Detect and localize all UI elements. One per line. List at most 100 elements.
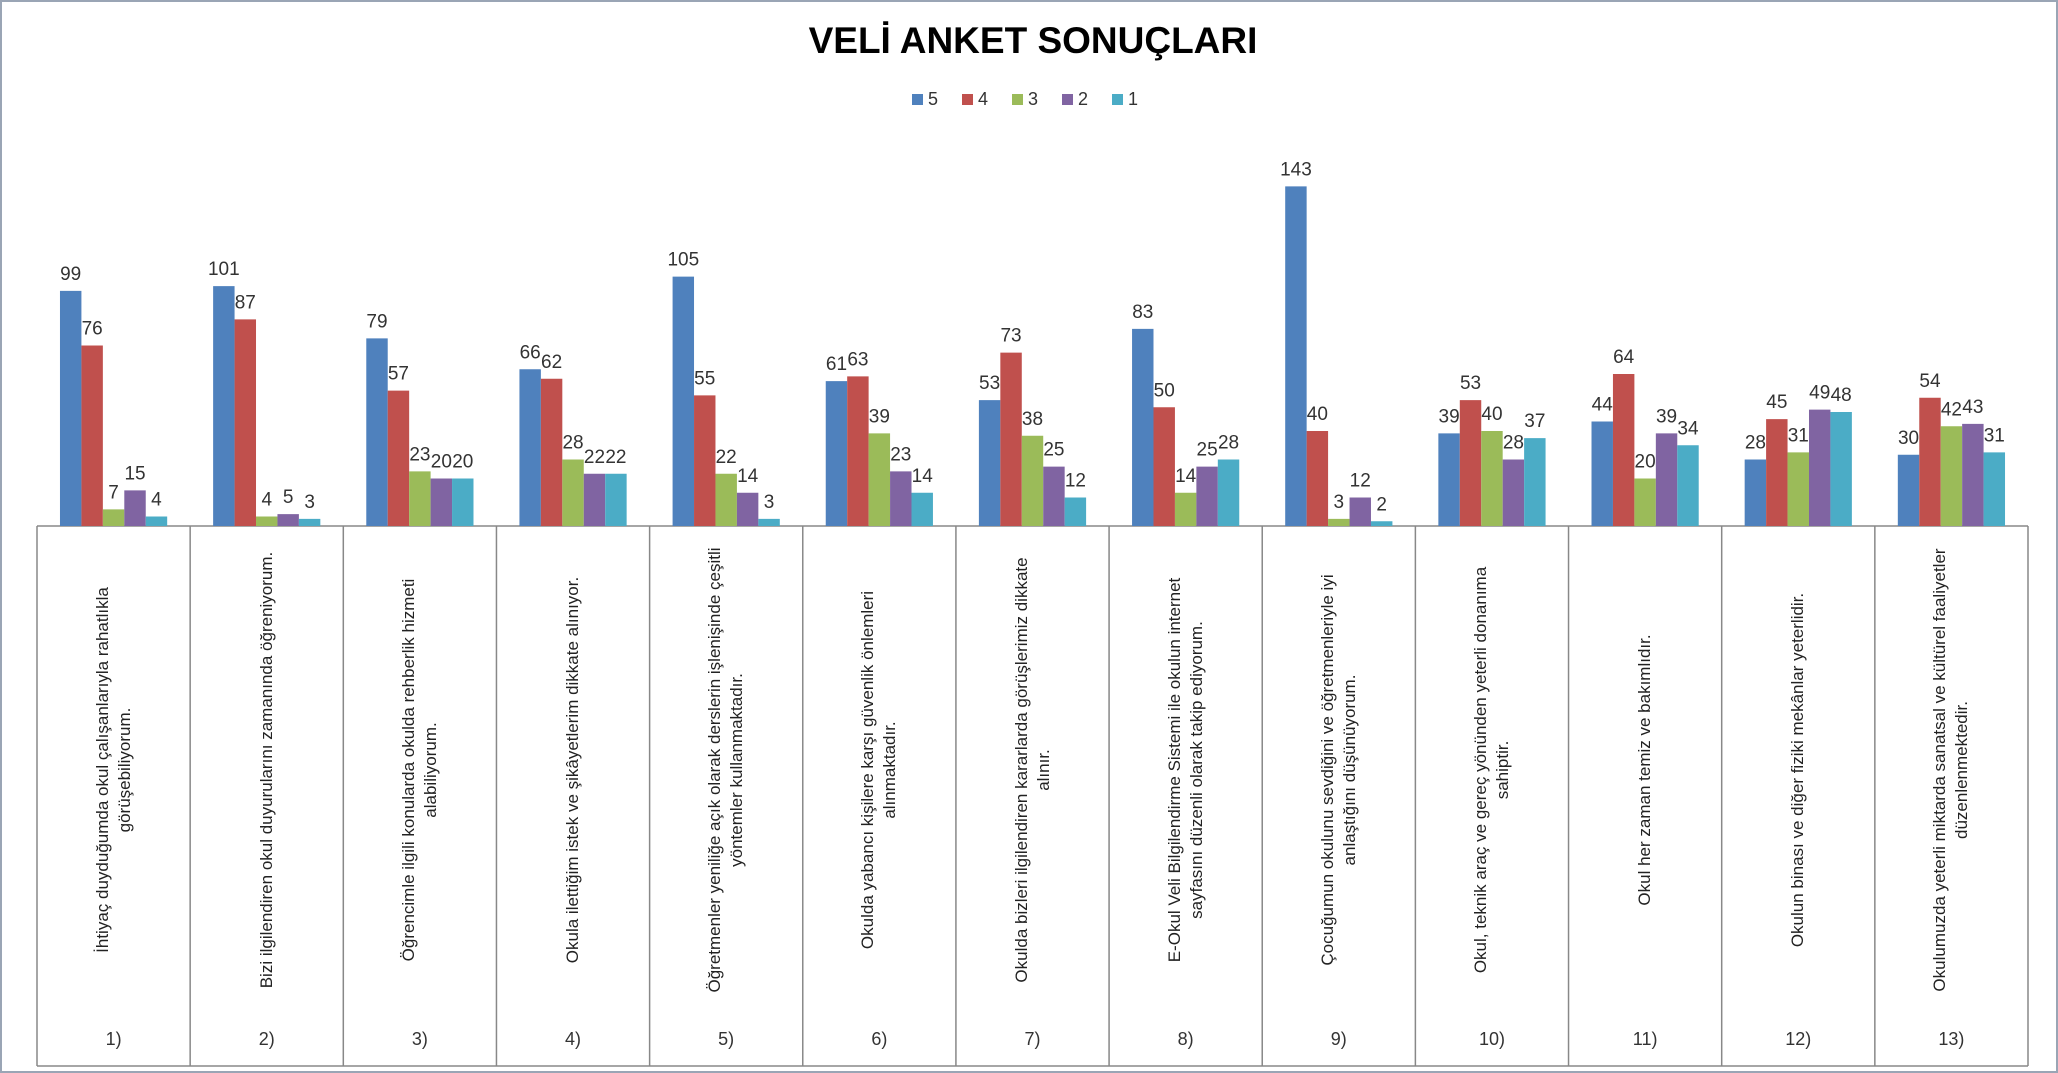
bar — [1328, 518, 1350, 526]
bar — [1438, 433, 1460, 526]
data-label: 28 — [1745, 433, 1766, 454]
category-label: Çocuğumun okulunu sevdiğini ve öğretmenl… — [1317, 574, 1359, 966]
category-label: Bizi ilgilendiren okul duyurularını zama… — [256, 551, 276, 989]
bar — [911, 492, 933, 526]
bar — [715, 473, 737, 526]
bar — [978, 400, 1001, 526]
legend-swatch — [1062, 94, 1073, 105]
data-label: 4 — [261, 490, 272, 511]
bar — [1808, 409, 1831, 526]
bar — [1285, 186, 1307, 526]
data-label: 31 — [1984, 425, 2005, 446]
data-label: 12 — [1350, 471, 1371, 492]
bar — [1983, 452, 2006, 526]
category-label: E-Okul Veli Bilgilendirme Sistemi ile ok… — [1164, 577, 1206, 963]
bar — [298, 518, 321, 526]
bar — [1132, 328, 1154, 526]
data-label: 39 — [1656, 406, 1677, 427]
data-label: 23 — [409, 444, 430, 465]
data-label: 48 — [1831, 385, 1852, 406]
bar — [452, 478, 474, 526]
data-label: 101 — [208, 259, 240, 280]
bar — [1897, 454, 1920, 526]
data-label: 14 — [912, 466, 934, 487]
bar — [562, 459, 584, 526]
legend-label: 4 — [978, 89, 988, 109]
category-number: 2) — [259, 1029, 275, 1049]
data-label: 25 — [1043, 440, 1064, 461]
bar — [1787, 452, 1809, 526]
bar — [102, 509, 125, 526]
data-label: 14 — [737, 466, 759, 487]
bar — [583, 473, 606, 526]
bar — [59, 290, 82, 526]
category-number: 7) — [1024, 1029, 1040, 1049]
data-label: 5 — [283, 487, 294, 508]
data-label: 87 — [235, 292, 256, 313]
data-label: 30 — [1898, 428, 1919, 449]
bar — [694, 395, 716, 526]
bar — [430, 478, 453, 526]
data-label: 105 — [667, 250, 699, 271]
legend-label: 1 — [1128, 89, 1138, 109]
bar — [124, 490, 146, 526]
bar — [277, 514, 299, 526]
bar — [1481, 431, 1503, 526]
data-label: 55 — [694, 368, 715, 389]
bar — [540, 378, 563, 526]
category-label: İhtiyaç duyduğumda okul çalışanlarıyla r… — [92, 587, 134, 953]
bar — [1655, 433, 1678, 526]
data-label: 3 — [764, 492, 775, 513]
category-label: Okulda bizleri ilgilendiren kararlarda g… — [1011, 557, 1053, 983]
bar — [1744, 459, 1767, 526]
data-label: 20 — [431, 452, 452, 473]
chart-title: VELİ ANKET SONUÇLARI — [809, 20, 1258, 61]
bar — [868, 433, 891, 526]
category-label: Okul her zaman temiz ve bakımlıdır. — [1635, 634, 1655, 906]
bar — [890, 471, 912, 526]
bar — [1591, 421, 1613, 526]
category-number: 11) — [1633, 1029, 1658, 1049]
data-label: 66 — [520, 342, 541, 363]
data-label: 42 — [1941, 399, 1962, 420]
category-label: Okulun binası ve diğer fiziki mekânlar y… — [1788, 592, 1808, 948]
data-label: 28 — [1218, 433, 1239, 454]
bar — [1217, 459, 1240, 526]
category-number: 8) — [1178, 1029, 1194, 1049]
data-label: 22 — [584, 447, 605, 468]
bar — [1524, 438, 1546, 526]
bar — [1766, 419, 1788, 526]
bar — [672, 276, 695, 526]
data-label: 53 — [1460, 373, 1481, 394]
bar — [1634, 478, 1656, 526]
bar — [1459, 400, 1482, 526]
bar — [256, 516, 278, 526]
data-label: 79 — [366, 311, 387, 332]
category-label: Okulumuzda yeterli miktarda sanatsal ve … — [1930, 548, 1972, 992]
data-label: 31 — [1788, 425, 1809, 446]
data-label: 4 — [151, 490, 162, 511]
data-label: 62 — [541, 352, 562, 373]
data-label: 49 — [1809, 383, 1830, 404]
bar — [1502, 459, 1525, 526]
legend-swatch — [1012, 94, 1023, 105]
bar — [605, 473, 627, 526]
bar — [387, 390, 410, 526]
data-label: 2 — [1376, 494, 1387, 515]
legend-swatch — [1112, 94, 1123, 105]
data-label: 61 — [826, 354, 847, 375]
data-label: 99 — [60, 264, 81, 285]
data-label: 54 — [1919, 371, 1941, 392]
category-label: Okula ilettiğim istek ve şikâyetlerim di… — [563, 576, 583, 964]
legend-label: 5 — [928, 89, 938, 109]
data-label: 20 — [452, 452, 473, 473]
bar — [1349, 497, 1371, 526]
data-label: 76 — [82, 319, 103, 340]
data-label: 83 — [1132, 302, 1153, 323]
bar — [1000, 352, 1022, 526]
data-label: 22 — [605, 447, 626, 468]
bar — [1940, 426, 1963, 526]
bar — [758, 518, 780, 526]
category-number: 3) — [412, 1029, 428, 1049]
